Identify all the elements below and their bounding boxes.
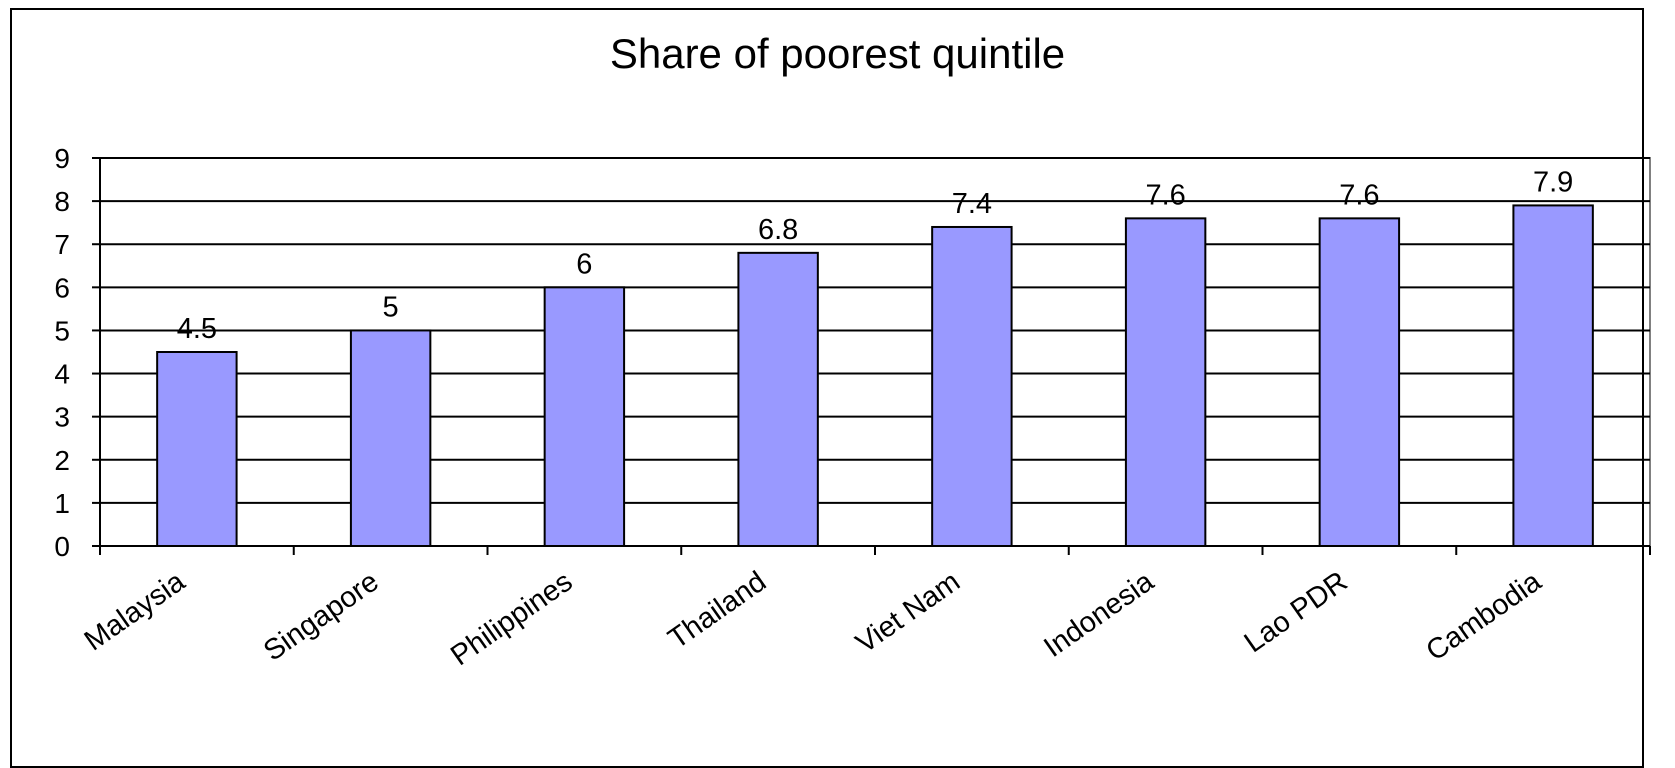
y-tick-label: 6 (54, 272, 70, 303)
data-label: 4.5 (177, 313, 217, 345)
x-tick-label: Thailand (663, 566, 772, 656)
y-tick-label: 9 (54, 143, 70, 174)
bar (1318, 217, 1401, 547)
bar (1124, 217, 1207, 547)
bar (1512, 204, 1594, 548)
y-tick-label: 4 (54, 359, 70, 390)
plot-area (99, 157, 1651, 547)
y-tick-label: 0 (54, 531, 70, 562)
x-tick-label: Philippines (445, 566, 578, 673)
x-tick-label: Singapore (258, 566, 385, 668)
data-label: 7.6 (1339, 179, 1379, 211)
bar (737, 251, 819, 547)
data-label: 5 (383, 291, 399, 323)
bar (931, 225, 1013, 547)
bars (156, 204, 1594, 548)
data-label: 7.9 (1533, 166, 1573, 198)
data-label: 7.6 (1145, 179, 1185, 211)
y-tick-label: 2 (54, 445, 70, 476)
x-tick-label: Malaysia (79, 565, 192, 657)
y-tick-label: 7 (54, 229, 70, 260)
bar (543, 286, 626, 547)
y-tick-label: 1 (54, 488, 70, 519)
bar (349, 329, 432, 548)
chart-title: Share of poorest quintile (609, 30, 1066, 77)
bar-chart: 0 1 2 3 4 5 6 7 8 9 4.5 5 6 6.8 7.4 7.6 7.6 7.9 Malaysia Si… (54, 143, 1651, 673)
y-tick-label: 8 (54, 186, 70, 217)
gridlines (99, 157, 1651, 547)
data-label: 6 (576, 248, 592, 280)
x-tick-label: Lao PDR (1239, 566, 1354, 660)
data-label: 6.8 (758, 214, 798, 246)
x-tick-label: Viet Nam (850, 566, 966, 660)
data-label: 7.4 (952, 188, 992, 220)
x-tick-label: Cambodia (1421, 565, 1548, 668)
axes (92, 157, 1651, 555)
y-tick-label: 5 (54, 315, 70, 346)
y-tick-label: 3 (54, 402, 70, 433)
bar (156, 351, 238, 547)
x-tick-label: Indonesia (1038, 565, 1160, 664)
